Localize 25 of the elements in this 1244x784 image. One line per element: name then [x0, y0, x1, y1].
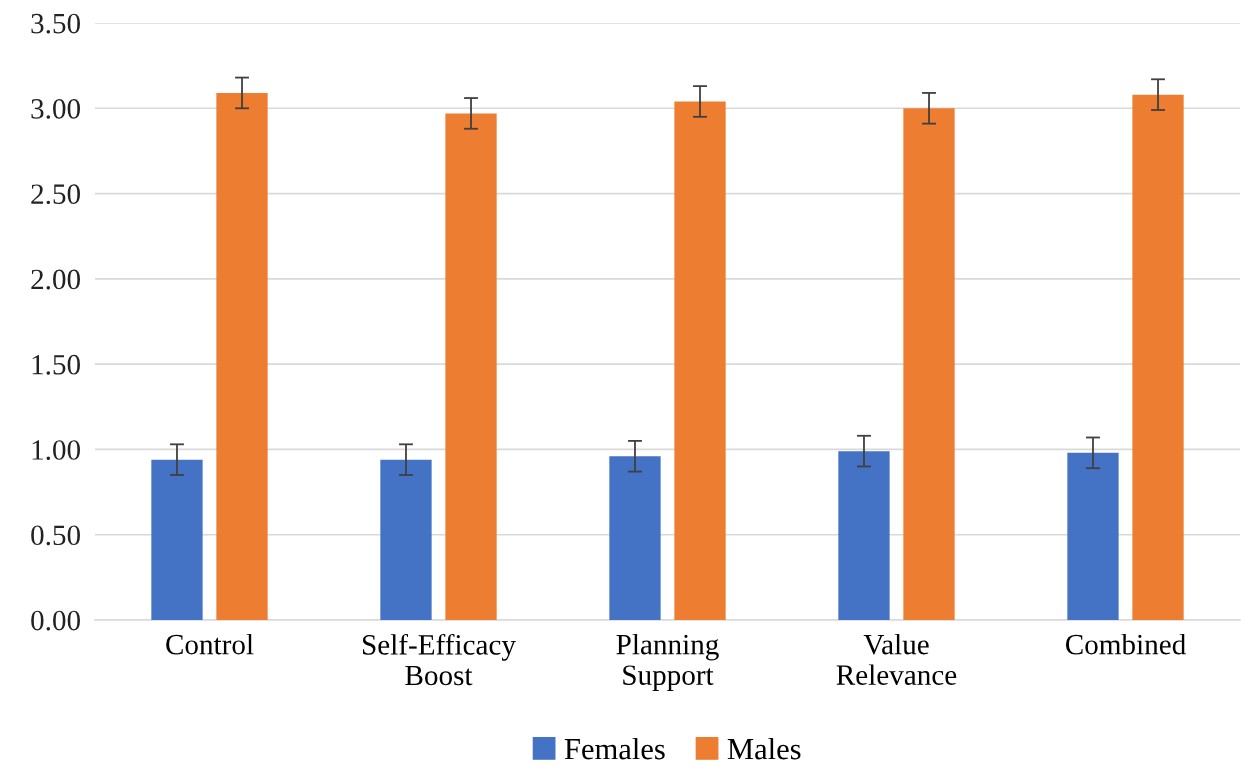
legend-label: Males: [727, 737, 801, 760]
x-tick-label: Self-Efficacy Boost: [362, 633, 516, 686]
bar: [216, 92, 268, 620]
y-tick-label: 3.50: [31, 13, 80, 34]
bar: [151, 459, 203, 620]
bar: [838, 451, 890, 620]
bar: [609, 456, 661, 620]
bar: [674, 101, 726, 620]
x-tick-label: Planning Support: [616, 633, 719, 691]
y-tick-label: 0.00: [31, 610, 80, 631]
bar: [1067, 452, 1119, 620]
y-tick-label: 0.50: [31, 525, 80, 546]
bar: [445, 113, 497, 620]
bar: [903, 108, 955, 620]
x-tick-label: Value Relevance: [836, 633, 957, 685]
bar: [380, 459, 432, 620]
legend-label: Females: [564, 737, 665, 760]
x-tick-label: Combined: [1065, 633, 1186, 655]
y-tick-label: 1.50: [32, 354, 80, 375]
y-tick-label: 2.50: [31, 184, 80, 205]
y-tick-label: 2.00: [31, 269, 80, 290]
y-tick-label: 3.00: [31, 99, 80, 119]
x-tick-label: Control: [166, 633, 254, 655]
y-tick-label: 1.00: [32, 440, 80, 460]
bar: [1132, 94, 1184, 620]
